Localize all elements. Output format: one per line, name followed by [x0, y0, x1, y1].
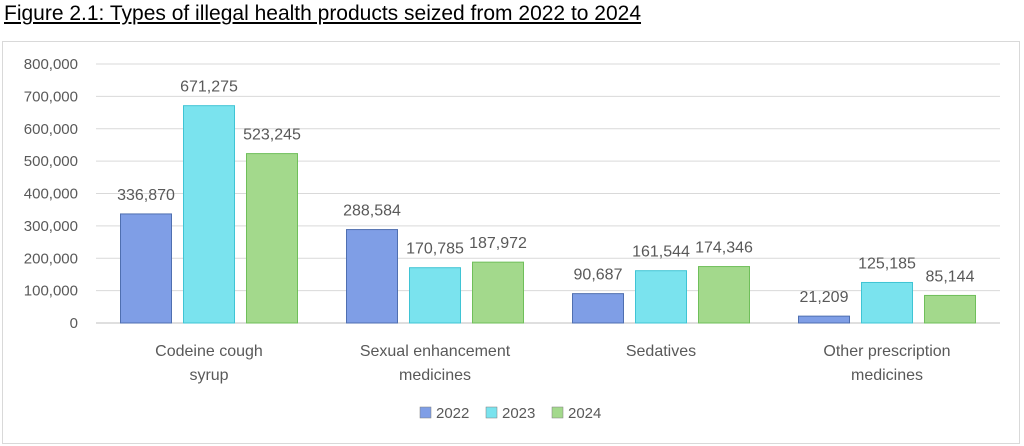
y-tick-label: 0 — [70, 315, 78, 332]
y-tick-label: 100,000 — [24, 283, 78, 300]
legend-swatch-2024 — [551, 406, 564, 419]
legend-label: 2023 — [502, 405, 535, 422]
bar-2023-3 — [861, 281, 913, 324]
category-label: Sedatives — [626, 343, 696, 360]
data-label: 170,785 — [406, 241, 464, 258]
y-tick-label: 400,000 — [24, 186, 78, 203]
data-label: 85,144 — [926, 268, 975, 285]
bar-2023-1 — [409, 267, 461, 324]
bar-2022-3 — [798, 315, 850, 324]
bar-2022-2 — [572, 293, 624, 324]
category-label: Codeine cough — [155, 343, 263, 360]
bar-2024-1 — [472, 261, 524, 324]
data-label: 161,544 — [632, 244, 690, 261]
bar-2024-3 — [924, 294, 976, 324]
data-label: 671,275 — [180, 79, 238, 96]
bar-2024-2 — [698, 266, 750, 324]
data-label: 523,245 — [243, 127, 301, 144]
category-label: medicines — [851, 367, 923, 384]
y-tick-label: 200,000 — [24, 250, 78, 267]
data-label: 125,185 — [858, 255, 916, 272]
y-tick-label: 700,000 — [24, 88, 78, 105]
category-label: Other prescription — [823, 343, 950, 360]
bar-2023-0 — [183, 105, 235, 324]
bar-2022-0 — [120, 213, 172, 324]
bar-2024-0 — [246, 153, 298, 324]
bar-2022-1 — [346, 229, 398, 324]
data-label: 21,209 — [800, 289, 849, 306]
data-label: 187,972 — [469, 235, 527, 252]
figure-title: Figure 2.1: Types of illegal health prod… — [4, 2, 642, 25]
data-label: 288,584 — [343, 203, 401, 220]
chart-frame — [2, 41, 1020, 444]
category-label: Sexual enhancement — [360, 343, 511, 360]
legend-swatch-2023 — [485, 406, 498, 419]
y-tick-label: 600,000 — [24, 121, 78, 138]
y-tick-label: 300,000 — [24, 218, 78, 235]
data-label: 90,687 — [574, 267, 623, 284]
legend-swatch-2022 — [419, 406, 432, 419]
data-label: 174,346 — [695, 240, 753, 257]
y-tick-label: 500,000 — [24, 153, 78, 170]
bar-2023-2 — [635, 270, 687, 324]
legend-label: 2024 — [568, 405, 601, 422]
legend-label: 2022 — [436, 405, 469, 422]
y-tick-label: 800,000 — [24, 56, 78, 73]
category-label: syrup — [189, 367, 228, 384]
data-label: 336,870 — [117, 187, 175, 204]
category-label: medicines — [399, 367, 471, 384]
